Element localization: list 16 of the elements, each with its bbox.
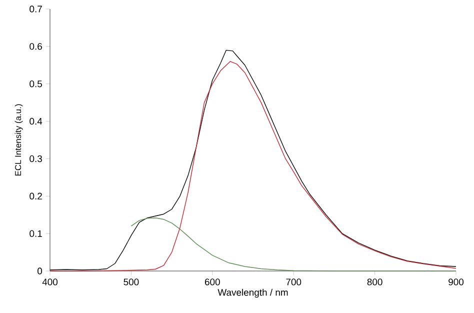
x-tick-label: 500 — [124, 278, 139, 286]
y-tick-label: 0 — [38, 268, 42, 274]
x-tick-label: 900 — [448, 278, 464, 286]
y-tick-label: 0.3 — [30, 155, 42, 162]
y-tick-label: 0.6 — [30, 43, 42, 50]
x-tick-label: 700 — [286, 278, 302, 286]
y-tick-label: 0.2 — [30, 192, 42, 200]
y-tick-label: 0.4 — [30, 118, 42, 125]
x-tick-label: 400 — [42, 278, 58, 286]
x-tick-label: 800 — [367, 278, 382, 286]
x-tick-label: 600 — [204, 278, 220, 286]
y-tick-label: 0.1 — [30, 230, 42, 237]
x-axis-title: Wavelength / nm — [218, 288, 288, 298]
y-axis-title: ECL Intensity (a.u.) — [14, 104, 23, 176]
y-tick-label: 0.7 — [30, 6, 42, 12]
y-tick-label: 0.5 — [30, 80, 42, 88]
